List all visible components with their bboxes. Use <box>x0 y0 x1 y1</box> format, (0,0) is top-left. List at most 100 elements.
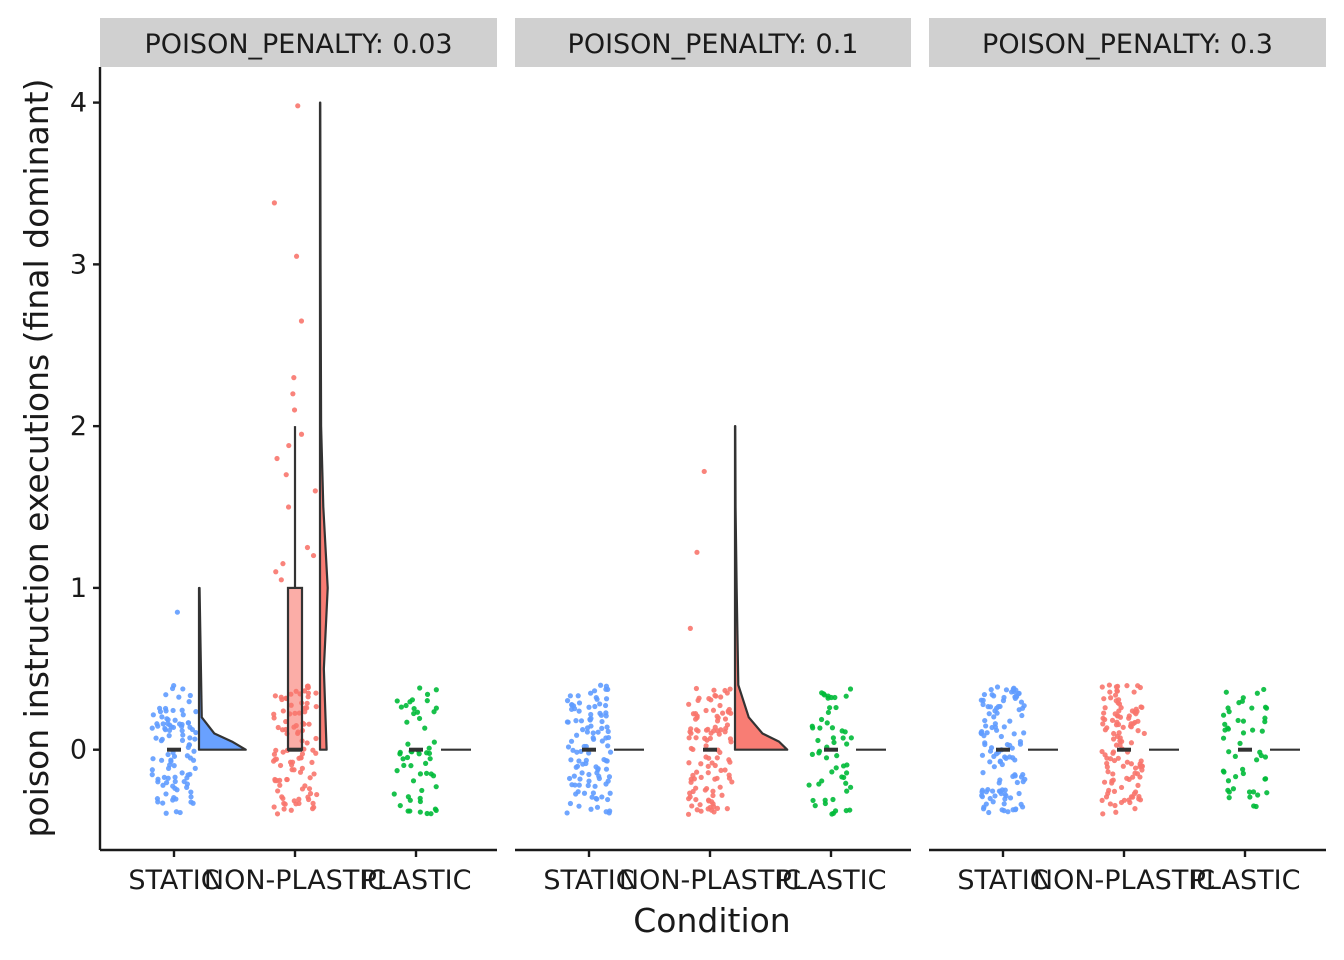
data-point <box>1257 749 1263 755</box>
data-point <box>1015 690 1022 697</box>
data-point <box>694 713 700 719</box>
data-point <box>191 748 197 754</box>
data-point <box>847 686 854 692</box>
data-point <box>603 766 610 772</box>
data-point <box>289 762 295 768</box>
data-point <box>273 747 279 753</box>
data-point <box>577 776 583 782</box>
data-point <box>279 794 285 800</box>
data-point <box>711 809 717 815</box>
data-point <box>1120 724 1126 730</box>
data-point <box>187 692 193 699</box>
data-point <box>593 764 599 770</box>
data-point <box>1137 797 1144 803</box>
data-point <box>1012 695 1018 701</box>
data-point <box>1022 776 1028 782</box>
data-point <box>689 803 695 809</box>
data-point <box>1014 779 1020 786</box>
data-point <box>313 703 319 710</box>
data-point <box>1233 774 1239 780</box>
data-point <box>576 782 582 788</box>
data-point <box>176 721 183 727</box>
data-point <box>1099 797 1105 804</box>
data-point <box>306 721 312 727</box>
data-point <box>1005 809 1011 815</box>
data-point <box>1128 740 1135 746</box>
data-point <box>597 682 604 688</box>
data-point <box>694 549 700 555</box>
data-point <box>165 765 172 771</box>
data-point <box>817 725 823 731</box>
data-point <box>271 804 277 810</box>
data-point <box>989 788 996 794</box>
data-point <box>607 749 614 755</box>
data-point <box>305 684 311 690</box>
data-point <box>1222 721 1228 727</box>
data-point <box>280 561 286 567</box>
data-point <box>598 712 604 718</box>
data-point <box>1117 738 1123 744</box>
facet-strip-label: POISON_PENALTY: 0.3 <box>982 29 1273 60</box>
data-point <box>726 706 732 713</box>
data-point <box>1109 717 1116 723</box>
data-point <box>400 756 406 762</box>
data-point <box>1099 684 1105 690</box>
data-point <box>710 792 716 799</box>
data-point <box>576 708 582 714</box>
data-point <box>992 721 998 727</box>
data-point <box>694 807 700 813</box>
data-point <box>1237 740 1243 746</box>
data-point <box>1236 700 1242 706</box>
data-point <box>594 770 600 776</box>
data-point <box>160 800 166 806</box>
data-point <box>1240 766 1246 772</box>
data-point <box>164 720 171 727</box>
data-point <box>403 702 409 709</box>
data-point <box>709 799 715 805</box>
data-point <box>590 730 596 736</box>
data-point <box>1114 688 1120 694</box>
data-point <box>823 755 830 761</box>
data-point <box>165 751 171 758</box>
data-point <box>564 698 571 704</box>
data-point <box>431 709 437 715</box>
data-point <box>727 686 733 692</box>
data-point <box>812 803 818 809</box>
data-point <box>987 795 993 802</box>
data-point <box>703 743 709 749</box>
data-point <box>830 796 836 803</box>
data-point <box>1019 804 1026 810</box>
data-point <box>843 780 849 786</box>
data-point <box>1114 719 1120 725</box>
data-point <box>714 805 721 812</box>
data-point <box>698 774 704 780</box>
data-point <box>404 719 410 725</box>
data-point <box>427 756 433 762</box>
data-point <box>1021 730 1027 736</box>
data-point <box>724 690 730 696</box>
data-point <box>428 771 434 777</box>
data-point <box>310 747 316 753</box>
condition-group: NON-PLASTIC <box>619 425 801 896</box>
data-point <box>168 758 174 765</box>
data-point <box>193 729 199 736</box>
data-point <box>1124 759 1130 765</box>
data-point <box>586 750 592 756</box>
data-point <box>824 720 830 726</box>
data-point <box>1226 709 1232 715</box>
data-point <box>599 794 605 800</box>
data-point <box>723 725 729 732</box>
data-point <box>688 726 694 732</box>
data-point <box>1137 761 1143 767</box>
data-point <box>428 811 434 817</box>
data-point <box>1262 754 1269 760</box>
data-point <box>1262 715 1268 721</box>
data-point <box>1100 715 1106 721</box>
data-point <box>829 725 836 731</box>
density-violin <box>197 586 247 751</box>
data-point <box>1135 782 1141 788</box>
data-point <box>687 625 693 631</box>
data-point <box>1247 794 1253 800</box>
data-point <box>271 751 278 757</box>
